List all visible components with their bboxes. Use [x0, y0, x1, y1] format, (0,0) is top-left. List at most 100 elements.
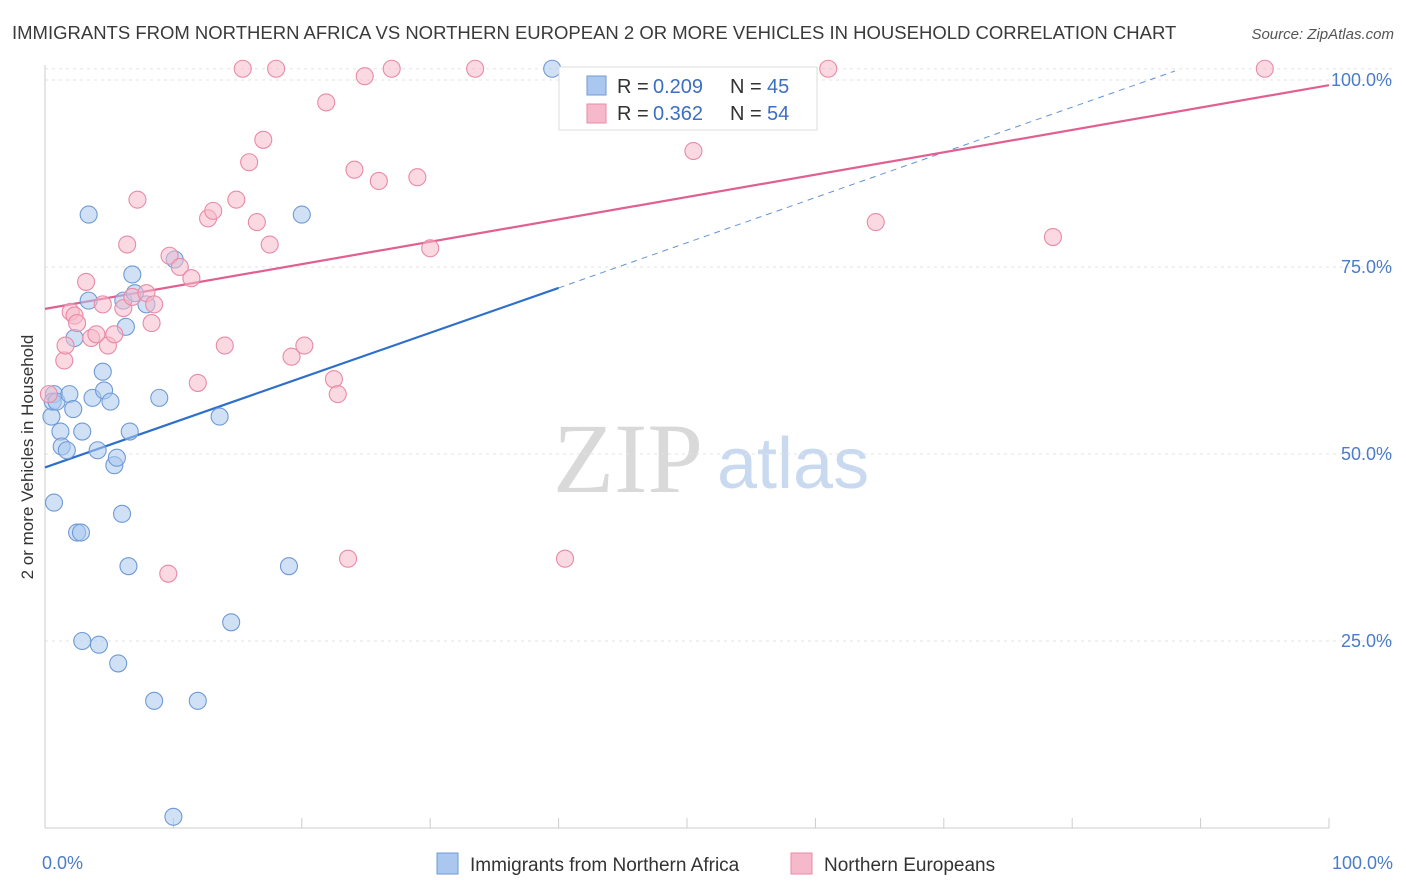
legend-swatch-blue — [586, 75, 607, 96]
point-northern-africa — [150, 388, 169, 407]
point-northern-europeans — [39, 385, 58, 404]
trend-line-northern-europeans — [44, 84, 1330, 310]
point-northern-africa — [44, 493, 64, 512]
point-northern-europeans — [1255, 59, 1274, 78]
point-northern-africa — [73, 422, 92, 441]
trend-line-northern-africa-extension — [558, 70, 1176, 289]
point-northern-europeans — [87, 325, 106, 344]
series-legend-swatch-pink — [790, 852, 813, 875]
point-northern-europeans — [93, 295, 112, 314]
point-northern-europeans — [204, 201, 223, 220]
point-northern-africa — [73, 631, 92, 651]
point-northern-africa — [101, 392, 120, 411]
point-northern-europeans — [382, 59, 401, 78]
point-northern-africa — [57, 441, 76, 460]
point-northern-europeans — [55, 351, 74, 370]
legend-n-label-blue: N = — [730, 76, 762, 98]
legend-n-value-pink: 54 — [767, 103, 789, 125]
point-northern-europeans — [317, 93, 336, 112]
point-northern-europeans — [369, 171, 388, 190]
point-northern-africa — [222, 613, 241, 632]
point-northern-europeans — [295, 336, 314, 355]
point-northern-europeans — [345, 160, 364, 179]
point-northern-europeans — [355, 67, 374, 86]
point-northern-europeans — [267, 59, 286, 78]
axes — [44, 65, 1330, 829]
legend-r-label-blue: R = — [617, 76, 649, 98]
y-axis-label: 2 or more Vehicles in Household — [18, 335, 37, 580]
point-northern-africa — [64, 400, 83, 419]
point-northern-africa — [188, 691, 207, 710]
y-tick-label: 50.0% — [1341, 444, 1392, 464]
point-northern-europeans — [233, 59, 252, 78]
point-northern-africa — [93, 362, 112, 381]
point-northern-europeans — [68, 314, 87, 333]
point-northern-africa — [79, 205, 98, 224]
point-northern-europeans — [1043, 227, 1062, 247]
point-northern-europeans — [77, 272, 96, 291]
point-northern-europeans — [182, 269, 201, 288]
point-northern-africa — [292, 205, 311, 224]
legend-r-label-pink: R = — [617, 103, 649, 125]
legend-n-value-blue: 45 — [767, 76, 789, 98]
series-legend-label-blue: Immigrants from Northern Africa — [470, 855, 740, 876]
series-legend-label-pink: Northern Europeans — [824, 855, 995, 876]
point-northern-europeans — [466, 59, 485, 78]
chart-title: IMMIGRANTS FROM NORTHERN AFRICA VS NORTH… — [12, 22, 1176, 43]
point-northern-europeans — [105, 325, 124, 344]
stats-legend: R = 0.209 N = 45 R = 0.362 N = 54 — [558, 66, 818, 131]
point-northern-europeans — [324, 370, 343, 389]
point-northern-africa — [71, 523, 91, 542]
watermark: ZIP atlas — [553, 403, 869, 514]
point-northern-europeans — [684, 141, 703, 161]
point-northern-africa — [109, 654, 128, 673]
point-northern-africa — [89, 635, 108, 654]
point-northern-africa — [279, 557, 299, 576]
point-northern-europeans — [159, 564, 178, 583]
legend-r-value-pink: 0.362 — [653, 103, 703, 125]
point-northern-europeans — [247, 213, 266, 232]
point-northern-europeans — [128, 190, 147, 209]
watermark-atlas: atlas — [717, 424, 869, 504]
point-northern-africa — [210, 407, 229, 426]
point-northern-europeans — [555, 549, 575, 568]
point-northern-europeans — [56, 336, 75, 355]
point-northern-europeans — [240, 153, 259, 172]
point-northern-africa — [120, 422, 139, 441]
point-northern-europeans — [282, 347, 301, 366]
point-northern-africa — [60, 385, 79, 404]
series-legend-swatch-blue — [436, 852, 459, 875]
point-northern-africa — [164, 807, 183, 826]
point-northern-africa — [112, 504, 132, 523]
watermark-zip: ZIP — [553, 403, 703, 514]
point-northern-africa — [123, 265, 142, 284]
series-legend: Immigrants from Northern Africa Northern… — [436, 852, 995, 876]
point-northern-africa — [119, 557, 138, 576]
point-northern-europeans — [866, 213, 885, 232]
point-northern-europeans — [170, 257, 189, 277]
point-northern-africa — [543, 59, 562, 78]
y-tick-label: 100.0% — [1331, 70, 1392, 90]
legend-n-label-pink: N = — [730, 103, 762, 125]
point-northern-europeans — [328, 385, 347, 404]
point-northern-europeans — [260, 235, 279, 254]
point-northern-europeans — [254, 130, 273, 149]
point-northern-europeans — [819, 59, 838, 78]
y-tick-label: 75.0% — [1341, 257, 1392, 277]
point-northern-europeans — [421, 239, 440, 258]
point-northern-europeans — [227, 190, 246, 209]
point-northern-africa — [51, 422, 70, 441]
point-northern-europeans — [160, 246, 179, 265]
point-northern-europeans — [215, 336, 234, 355]
tick-labels: 25.0% 50.0% 75.0% 100.0% 0.0% 100.0% — [42, 70, 1393, 873]
x-tick-label: 0.0% — [42, 853, 83, 873]
point-northern-europeans — [408, 168, 427, 187]
scatter-points — [39, 59, 1274, 826]
point-northern-europeans — [142, 314, 161, 333]
point-northern-africa — [88, 441, 107, 460]
point-northern-europeans — [188, 373, 207, 392]
point-northern-europeans — [145, 295, 164, 314]
point-northern-africa — [107, 448, 126, 467]
legend-swatch-pink — [586, 103, 607, 124]
